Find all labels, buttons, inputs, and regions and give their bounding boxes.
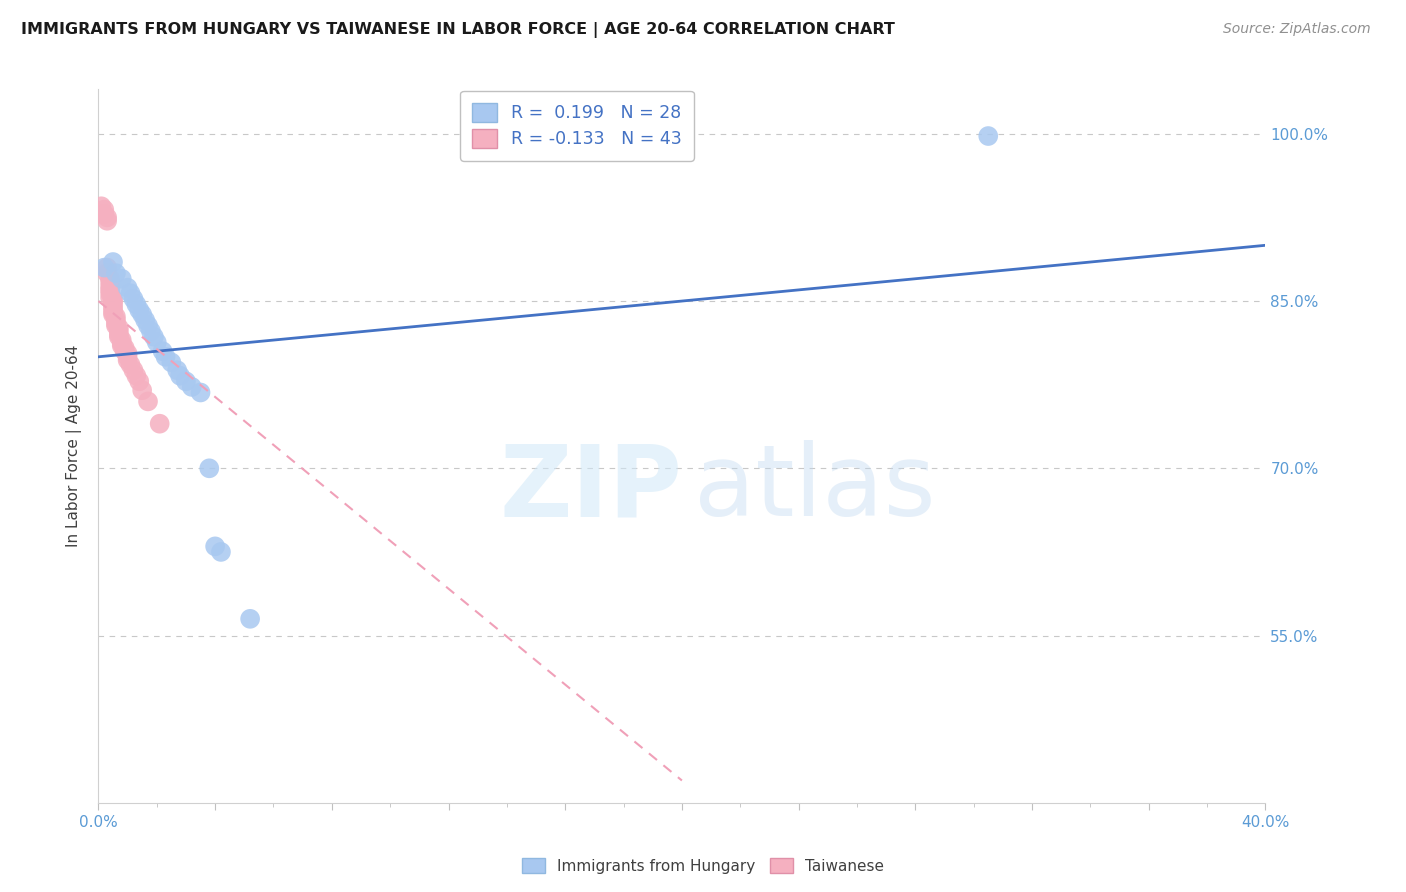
Point	[111, 336, 134, 351]
Point	[101, 296, 124, 310]
Point	[180, 380, 202, 394]
Point	[139, 324, 162, 338]
Point	[117, 281, 139, 295]
Point	[122, 363, 145, 377]
Point	[104, 317, 127, 331]
Point	[125, 368, 148, 383]
Point	[136, 394, 159, 409]
Point	[98, 286, 121, 301]
Point	[93, 202, 115, 217]
Point	[98, 271, 121, 285]
Point	[98, 291, 121, 305]
Point	[101, 293, 124, 308]
Point	[90, 199, 112, 213]
Point	[117, 350, 139, 364]
Point	[155, 350, 177, 364]
Text: Source: ZipAtlas.com: Source: ZipAtlas.com	[1223, 22, 1371, 37]
Text: ZIP: ZIP	[499, 441, 682, 537]
Point	[104, 310, 127, 324]
Point	[96, 260, 118, 275]
Point	[209, 545, 232, 559]
Point	[174, 375, 197, 389]
Point	[111, 333, 134, 347]
Point	[96, 266, 118, 280]
Point	[128, 375, 150, 389]
Point	[108, 330, 131, 344]
Point	[114, 344, 136, 359]
Point	[977, 128, 1000, 143]
Point	[98, 275, 121, 289]
Point	[146, 335, 169, 350]
Point	[142, 330, 165, 344]
Point	[198, 461, 221, 475]
Point	[120, 358, 142, 372]
Point	[101, 305, 124, 319]
Legend: Immigrants from Hungary, Taiwanese: Immigrants from Hungary, Taiwanese	[516, 852, 890, 880]
Point	[122, 292, 145, 306]
Point	[120, 286, 142, 301]
Point	[169, 368, 191, 383]
Point	[128, 303, 150, 318]
Point	[111, 271, 134, 285]
Point	[108, 327, 131, 342]
Point	[101, 307, 124, 322]
Point	[149, 417, 172, 431]
Point	[98, 283, 121, 297]
Text: IMMIGRANTS FROM HUNGARY VS TAIWANESE IN LABOR FORCE | AGE 20-64 CORRELATION CHAR: IMMIGRANTS FROM HUNGARY VS TAIWANESE IN …	[21, 22, 896, 38]
Point	[117, 353, 139, 368]
Point	[239, 612, 262, 626]
Point	[96, 211, 118, 225]
Point	[125, 297, 148, 311]
Point	[108, 324, 131, 338]
Point	[134, 313, 156, 327]
Text: atlas: atlas	[693, 441, 935, 537]
Point	[131, 384, 153, 398]
Point	[96, 213, 118, 227]
Y-axis label: In Labor Force | Age 20-64: In Labor Force | Age 20-64	[66, 345, 83, 547]
Point	[104, 266, 127, 280]
Point	[104, 313, 127, 327]
Legend: R =  0.199   N = 28, R = -0.133   N = 43: R = 0.199 N = 28, R = -0.133 N = 43	[460, 91, 693, 161]
Point	[101, 292, 124, 306]
Point	[93, 207, 115, 221]
Point	[114, 341, 136, 355]
Point	[101, 255, 124, 269]
Point	[101, 301, 124, 316]
Point	[190, 385, 212, 400]
Point	[98, 279, 121, 293]
Point	[166, 363, 188, 377]
Point	[160, 355, 183, 369]
Point	[101, 300, 124, 314]
Point	[136, 318, 159, 333]
Point	[131, 307, 153, 322]
Point	[108, 321, 131, 335]
Point	[93, 260, 115, 275]
Point	[104, 318, 127, 333]
Point	[111, 338, 134, 352]
Point	[117, 346, 139, 360]
Point	[152, 344, 174, 359]
Point	[204, 539, 226, 553]
